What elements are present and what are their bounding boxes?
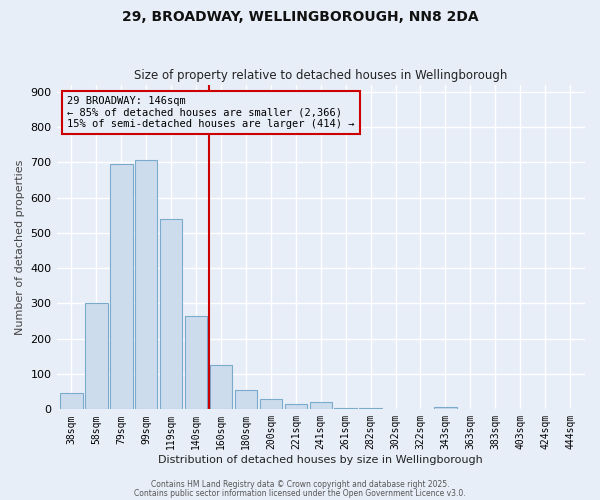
Y-axis label: Number of detached properties: Number of detached properties	[15, 160, 25, 334]
Bar	[85, 304, 107, 410]
Bar	[235, 390, 257, 409]
Bar	[160, 218, 182, 410]
Text: Contains public sector information licensed under the Open Government Licence v3: Contains public sector information licen…	[134, 489, 466, 498]
Bar	[385, 408, 407, 410]
Bar	[110, 164, 133, 410]
Bar	[434, 406, 457, 410]
Bar	[310, 402, 332, 409]
Bar	[334, 408, 357, 410]
Text: 29 BROADWAY: 146sqm
← 85% of detached houses are smaller (2,366)
15% of semi-det: 29 BROADWAY: 146sqm ← 85% of detached ho…	[67, 96, 355, 129]
Bar	[210, 365, 232, 410]
Bar	[260, 400, 282, 409]
Bar	[359, 408, 382, 410]
X-axis label: Distribution of detached houses by size in Wellingborough: Distribution of detached houses by size …	[158, 455, 483, 465]
Bar	[135, 160, 157, 410]
Text: 29, BROADWAY, WELLINGBOROUGH, NN8 2DA: 29, BROADWAY, WELLINGBOROUGH, NN8 2DA	[122, 10, 478, 24]
Bar	[60, 394, 83, 409]
Text: Contains HM Land Registry data © Crown copyright and database right 2025.: Contains HM Land Registry data © Crown c…	[151, 480, 449, 489]
Title: Size of property relative to detached houses in Wellingborough: Size of property relative to detached ho…	[134, 69, 508, 82]
Bar	[284, 404, 307, 409]
Bar	[185, 316, 208, 410]
